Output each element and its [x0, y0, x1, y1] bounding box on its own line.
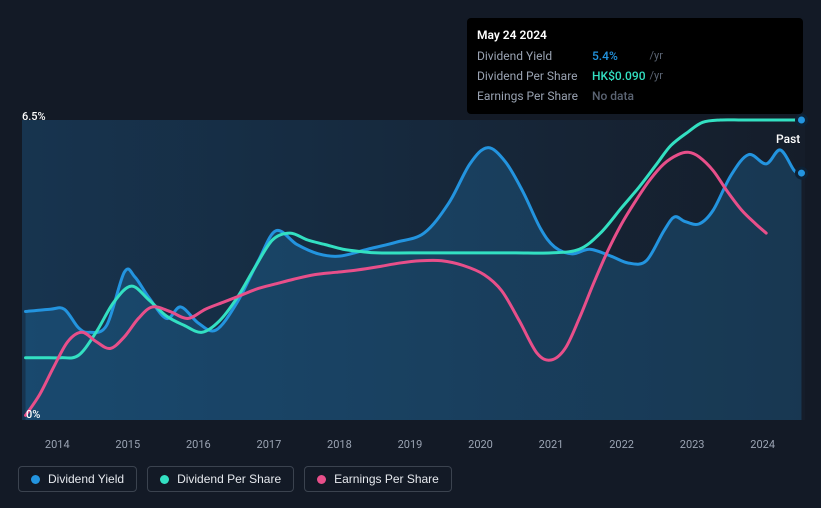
x-tick-label: 2016 [186, 438, 211, 451]
x-tick-label: 2024 [750, 438, 775, 451]
y-axis-bottom-label: 0% [26, 408, 40, 421]
cursor-marker-dot [796, 168, 806, 178]
legend-label: Dividend Per Share [177, 472, 281, 486]
x-tick-label: 2017 [257, 438, 282, 451]
chart-tooltip: May 24 2024 Dividend Yield5.4%/yrDividen… [467, 18, 803, 114]
tooltip-row: Dividend Per ShareHK$0.090/yr [477, 66, 663, 86]
legend-item[interactable]: Dividend Per Share [147, 466, 294, 492]
tooltip-row-value: 5.4% [592, 46, 646, 66]
legend-item[interactable]: Dividend Yield [18, 466, 137, 492]
legend-dot-icon [31, 475, 40, 484]
legend-label: Earnings Per Share [334, 472, 439, 486]
x-tick-label: 2020 [468, 438, 493, 451]
x-tick-label: 2019 [398, 438, 423, 451]
tooltip-row-unit: /yr [646, 66, 663, 86]
tooltip-row-label: Dividend Yield [477, 46, 592, 66]
legend-item[interactable]: Earnings Per Share [304, 466, 452, 492]
y-axis-top-label: 6.5% [22, 110, 46, 123]
x-tick-label: 2015 [115, 438, 140, 451]
x-tick-label: 2018 [327, 438, 352, 451]
legend-dot-icon [317, 475, 326, 484]
x-tick-label: 2014 [45, 438, 70, 451]
cursor-marker-dot [796, 115, 806, 125]
x-tick-label: 2021 [539, 438, 564, 451]
tooltip-row: Earnings Per ShareNo data [477, 86, 663, 106]
tooltip-rows: Dividend Yield5.4%/yrDividend Per ShareH… [477, 46, 663, 106]
tooltip-date: May 24 2024 [477, 26, 793, 44]
tooltip-row-label: Dividend Per Share [477, 66, 592, 86]
tooltip-row-unit: /yr [646, 46, 663, 66]
tooltip-row-label: Earnings Per Share [477, 86, 592, 106]
past-label: Past [776, 132, 800, 146]
x-tick-label: 2022 [609, 438, 634, 451]
tooltip-row-value: HK$0.090 [592, 66, 646, 86]
tooltip-row-value: No data [592, 86, 646, 106]
x-axis-ticks: 2014 2015 2016 2017 2018 2019 2020 2021 2022 2023… [0, 438, 821, 452]
legend-dot-icon [160, 475, 169, 484]
tooltip-row: Dividend Yield5.4%/yr [477, 46, 663, 66]
legend-label: Dividend Yield [48, 472, 124, 486]
x-tick-label: 2023 [680, 438, 705, 451]
chart-legend: Dividend Yield Dividend Per Share Earnings… [18, 466, 452, 492]
tooltip-row-unit [646, 86, 663, 106]
